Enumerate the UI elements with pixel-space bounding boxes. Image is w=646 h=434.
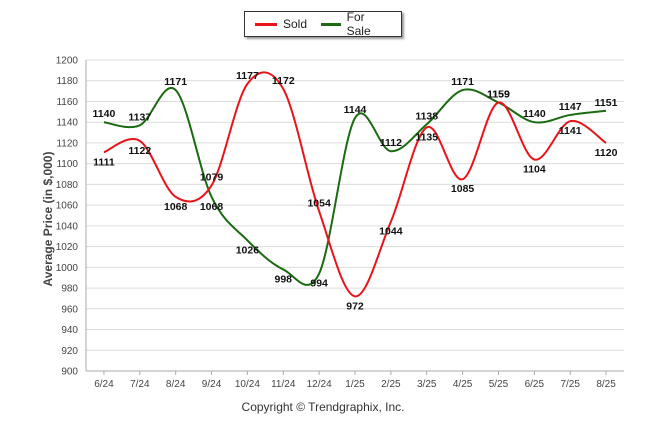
series-line-sold [103,71,607,298]
data-label: 1141 [559,125,582,137]
legend-item-for-sale[interactable]: For Sale [321,10,387,38]
y-tick-label: 1120 [56,138,78,149]
data-label: 1172 [272,75,295,87]
legend-item-sold[interactable]: Sold [255,17,307,31]
y-tick-label: 1060 [56,201,79,212]
x-tick-label: 7/24 [130,379,150,390]
data-label: 994 [310,278,328,290]
x-tick-label: 5/25 [489,379,509,390]
data-label: 1026 [236,244,260,256]
legend-label-sold: Sold [283,17,308,31]
data-label: 972 [346,300,364,312]
y-tick-label: 940 [61,325,78,336]
data-label: 1147 [559,101,582,113]
legend-label-for-sale: For Sale [346,10,371,38]
y-axis-title: Average Price (in $,000) [41,151,55,287]
data-label: 1140 [523,108,546,120]
x-tick-label: 9/24 [202,379,222,390]
y-tick-label: 900 [61,367,78,378]
data-label: 1079 [200,171,224,183]
data-label: 1104 [523,164,546,176]
y-tick-label: 1180 [56,76,78,87]
data-label: 1140 [93,108,116,120]
x-tick-label: 11/24 [271,379,296,390]
y-tick-label: 1040 [56,221,79,232]
data-label: 1085 [451,183,475,195]
data-label: 1044 [379,226,403,238]
x-tick-label: 8/24 [166,379,186,390]
x-tick-label: 7/25 [560,379,580,390]
x-tick-label: 1/25 [345,379,365,390]
x-tick-label: 4/25 [453,379,473,390]
data-label: 1159 [487,89,510,101]
y-tick-label: 980 [61,284,78,295]
data-label: 1159 [487,89,510,101]
y-tick-label: 1080 [56,180,79,191]
chart-legend: Sold For Sale [244,10,402,38]
x-tick-label: 6/24 [94,379,114,390]
y-tick-label: 1200 [56,56,79,67]
data-label: 1137 [128,111,151,123]
data-label: 1122 [128,145,151,157]
x-tick-label: 12/24 [307,379,332,390]
y-tick-label: 1000 [56,263,79,274]
x-tick-label: 8/25 [596,379,616,390]
data-label: 1135 [415,131,438,143]
y-tick-label: 1160 [56,97,78,108]
legend-swatch-sold [255,22,277,26]
data-label: 1054 [307,197,331,209]
x-tick-label: 3/25 [417,379,437,390]
x-tick-label: 2/25 [381,379,401,390]
legend-swatch-for-sale [321,22,341,26]
y-tick-label: 1100 [56,159,78,170]
x-tick-label: 10/24 [235,379,260,390]
data-label: 1112 [380,137,402,149]
y-tick-label: 1020 [56,242,79,253]
data-label: 1120 [595,147,618,159]
y-tick-label: 960 [61,304,78,315]
y-tick-label: 920 [61,346,78,357]
copyright-footer: Copyright © Trendgraphix, Inc. [241,400,405,414]
data-label: 1138 [415,110,438,122]
y-tick-label: 1140 [56,118,78,129]
data-label: 1068 [164,201,188,213]
data-label: 1171 [164,76,187,88]
data-label: 1144 [344,104,367,116]
data-label: 1151 [595,97,618,109]
data-label: 1111 [93,156,115,168]
data-label: 1171 [451,76,474,88]
x-tick-label: 6/25 [525,379,545,390]
data-label: 1177 [236,70,259,82]
data-label: 998 [275,273,293,285]
series-line-for-sale [103,86,607,286]
data-label: 1068 [200,201,224,213]
